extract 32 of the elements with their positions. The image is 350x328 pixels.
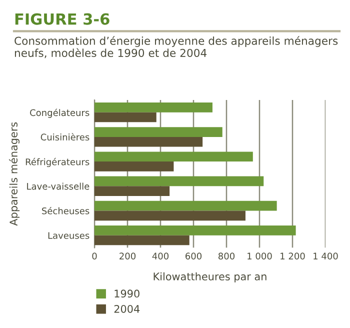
bar: [94, 136, 203, 147]
bar: [94, 112, 156, 122]
x-axis-title: Kilowattheures par an: [154, 272, 266, 282]
x-tick-label: 0: [92, 252, 97, 260]
bar: [94, 210, 246, 221]
bar: [94, 200, 277, 211]
y-tick-label: Sécheuses: [42, 206, 90, 214]
bar: [94, 235, 190, 246]
y-tick-label: Congélateurs: [30, 108, 90, 118]
y-tick-label: Laveuses: [48, 232, 90, 239]
legend-label: 2004: [114, 304, 140, 313]
chart-title: FIGURE 3-6: [15, 13, 110, 25]
y-tick-label: Lave-vaisselle: [27, 182, 90, 190]
bar: [94, 127, 222, 137]
legend-label: 1990: [114, 290, 140, 298]
bar: [94, 186, 170, 196]
bar: [94, 152, 253, 162]
x-tick-label: 600: [186, 252, 202, 260]
bar: [94, 102, 212, 112]
x-tick-label: 400: [152, 252, 169, 260]
y-tick-label: Cuisinières: [40, 133, 90, 140]
y-axis-title: Appareils ménagers: [9, 122, 20, 226]
bar: [94, 162, 174, 172]
x-tick-label: 200: [120, 252, 136, 260]
x-tick-label: 1 400: [314, 252, 338, 260]
bar: [94, 226, 296, 236]
y-tick-label: Réfrigérateurs: [26, 158, 90, 168]
x-tick-label: 1 200: [280, 252, 305, 260]
bar: [94, 176, 264, 186]
x-tick-label: 1 000: [248, 252, 272, 260]
chart-subtitle: Consommation d’énergie moyenne des appareils ménagers neufs, modèles de 1990 et de 2004: [14, 36, 338, 58]
x-tick-label: 800: [218, 252, 235, 260]
